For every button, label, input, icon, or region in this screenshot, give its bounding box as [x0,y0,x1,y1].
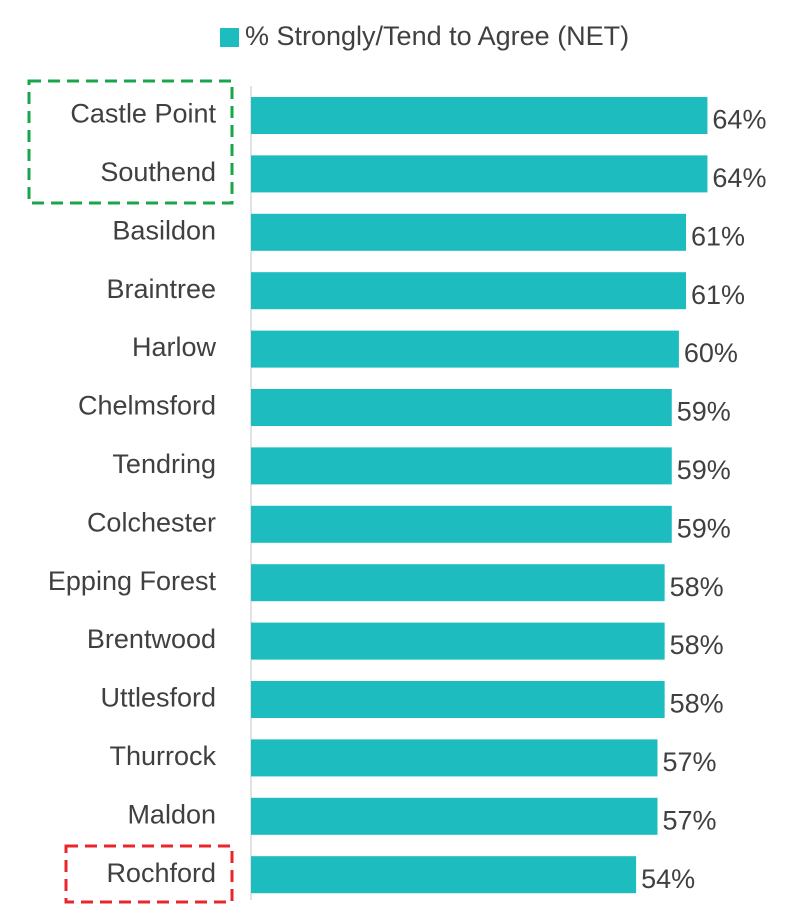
bar [251,797,658,835]
data-label: 58% [670,572,724,602]
data-label: 57% [663,747,717,777]
data-label: 59% [677,397,731,427]
bar [251,505,672,543]
legend-swatch [220,28,239,47]
data-label: 59% [677,455,731,485]
data-label: 57% [663,805,717,835]
bar [251,155,708,193]
data-label: 59% [677,513,731,543]
data-label: 61% [691,221,745,251]
bar [251,389,672,426]
y-tick-label: Harlow [132,332,217,362]
data-label: 60% [684,338,738,368]
bar [251,622,665,660]
bar [251,447,672,485]
y-tick-label: Thurrock [109,741,216,771]
y-tick-label: Castle Point [70,99,216,129]
y-tick-label: Maldon [127,799,216,829]
data-label: 64% [712,163,766,193]
bar [251,856,637,894]
bar [251,272,687,310]
bar [251,330,679,368]
y-tick-label: Basildon [112,215,216,245]
y-tick-label: Epping Forest [48,566,217,596]
y-tick-label: Southend [100,157,216,187]
legend-label: % Strongly/Tend to Agree (NET) [245,21,629,51]
highlight-box [64,844,234,904]
bar [251,564,665,602]
y-tick-label: Brentwood [87,624,216,654]
highlight-box [27,79,234,205]
bar [251,681,665,718]
y-tick-label: Colchester [87,507,216,537]
bar [251,739,658,777]
y-tick-label: Rochford [106,858,216,888]
bar [251,213,687,251]
y-tick-label: Tendring [112,449,216,479]
data-label: 58% [670,630,724,660]
data-label: 58% [670,689,724,719]
data-label: 64% [712,105,766,135]
y-tick-label: Chelmsford [78,391,216,421]
bar [251,97,708,134]
data-label: 54% [641,864,695,894]
y-tick-label: Braintree [106,274,216,304]
data-label: 61% [691,280,745,310]
y-tick-label: Uttlesford [100,683,216,713]
